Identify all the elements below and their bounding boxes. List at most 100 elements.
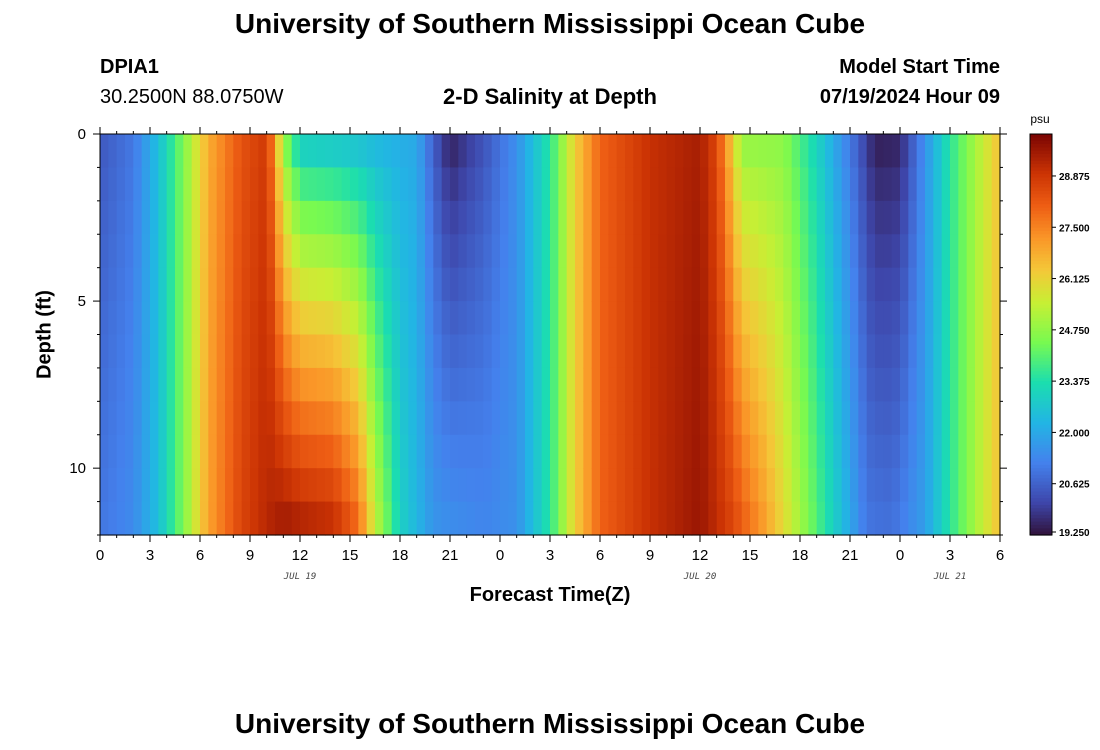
heatmap-cell <box>341 334 351 369</box>
heatmap-cell <box>800 167 809 202</box>
heatmap-cell <box>541 468 551 503</box>
heatmap-cell <box>625 367 634 402</box>
heatmap-cell <box>541 267 551 302</box>
heatmap-cell <box>183 334 193 369</box>
heatmap-cell <box>666 501 676 536</box>
heatmap-cell <box>391 468 401 503</box>
heatmap-cell <box>850 134 859 169</box>
heatmap-cell <box>983 301 993 336</box>
heatmap-cell <box>408 134 418 169</box>
heatmap-cell <box>475 134 484 169</box>
colorbar-swatch <box>1030 214 1052 219</box>
heatmap-cell <box>258 501 268 536</box>
colorbar-swatch <box>1030 498 1052 503</box>
x-tick-label: 3 <box>546 547 554 564</box>
heatmap-cell <box>125 367 134 402</box>
heatmap-cell <box>833 200 843 235</box>
heatmap-cell <box>366 200 376 235</box>
heatmap-cell <box>750 434 759 469</box>
heatmap-cell <box>191 301 201 336</box>
heatmap-cell <box>941 401 951 436</box>
day-label: JUL 19 <box>283 572 317 582</box>
heatmap-cell <box>100 367 109 402</box>
heatmap-cell <box>783 434 793 469</box>
heatmap-cell <box>600 134 609 169</box>
heatmap-cell <box>616 468 626 503</box>
heatmap-cell <box>333 501 343 536</box>
heatmap-cell <box>341 468 351 503</box>
heatmap-cell <box>783 267 793 302</box>
heatmap-cell <box>125 200 134 235</box>
heatmap-cell <box>475 334 484 369</box>
heatmap-cell <box>800 401 809 436</box>
heatmap-cell <box>483 267 493 302</box>
heatmap-cell <box>266 334 276 369</box>
heatmap-cell <box>608 134 618 169</box>
heatmap-cell <box>483 167 493 202</box>
heatmap-cell <box>258 267 268 302</box>
colorbar-swatch <box>1030 481 1052 486</box>
heatmap-cell <box>391 501 401 536</box>
heatmap-cell <box>675 367 684 402</box>
heatmap-cell <box>158 301 168 336</box>
heatmap-cell <box>608 200 618 235</box>
heatmap-cell <box>833 401 843 436</box>
colorbar-tick-label: 19.250 <box>1059 528 1090 539</box>
heatmap-cell <box>150 134 159 169</box>
heatmap-cell <box>641 301 651 336</box>
heatmap-cell <box>616 401 626 436</box>
heatmap-cell <box>175 367 184 402</box>
heatmap-cell <box>408 200 418 235</box>
heatmap-cell <box>691 334 701 369</box>
heatmap-cell <box>325 200 334 235</box>
heatmap-cell <box>250 401 259 436</box>
heatmap-cell <box>650 234 659 269</box>
heatmap-cell <box>150 267 159 302</box>
heatmap-cell <box>275 234 284 269</box>
heatmap-cell <box>525 501 534 536</box>
heatmap-cell <box>183 200 193 235</box>
colorbar-swatch <box>1030 227 1052 232</box>
heatmap-cell <box>416 200 426 235</box>
heatmap-cell <box>550 234 559 269</box>
heatmap-cell <box>300 434 309 469</box>
heatmap-cell <box>575 234 584 269</box>
heatmap-cell <box>125 167 134 202</box>
colorbar-swatch <box>1030 424 1052 429</box>
heatmap-cell <box>591 334 601 369</box>
heatmap-cell <box>558 468 568 503</box>
x-tick-label: 21 <box>842 547 859 564</box>
heatmap-cell <box>950 234 959 269</box>
heatmap-cell <box>333 167 343 202</box>
heatmap-cell <box>891 167 901 202</box>
heatmap-cell <box>325 301 334 336</box>
heatmap-cell <box>733 200 743 235</box>
heatmap-cell <box>408 401 418 436</box>
heatmap-cell <box>291 234 301 269</box>
heatmap-cell <box>583 200 593 235</box>
heatmap-cell <box>491 167 501 202</box>
heatmap-cell <box>833 234 843 269</box>
heatmap-cell <box>633 401 643 436</box>
day-label: JUL 20 <box>683 572 717 582</box>
heatmap-cell <box>675 334 684 369</box>
colorbar-swatch <box>1030 514 1052 519</box>
colorbar-tick-label: 27.500 <box>1059 223 1090 234</box>
colorbar: 19.250 20.625 22.000 23.375 24.750 26.125 27.5… <box>1029 133 1090 539</box>
heatmap-cell <box>416 134 426 169</box>
heatmap-cell <box>383 200 393 235</box>
heatmap-cell <box>975 267 984 302</box>
heatmap-cell <box>308 234 318 269</box>
heatmap-cell <box>741 434 751 469</box>
heatmap-cell <box>966 234 976 269</box>
heatmap-cell <box>991 334 1001 369</box>
colorbar-swatch <box>1030 518 1052 523</box>
colorbar-swatch <box>1030 234 1052 239</box>
heatmap-cell <box>425 200 434 235</box>
heatmap-cell <box>950 134 959 169</box>
heatmap-cell <box>891 301 901 336</box>
heatmap-cell <box>608 334 618 369</box>
heatmap-cell <box>850 367 859 402</box>
heatmap-cell <box>750 200 759 235</box>
heatmap-cell <box>358 367 368 402</box>
